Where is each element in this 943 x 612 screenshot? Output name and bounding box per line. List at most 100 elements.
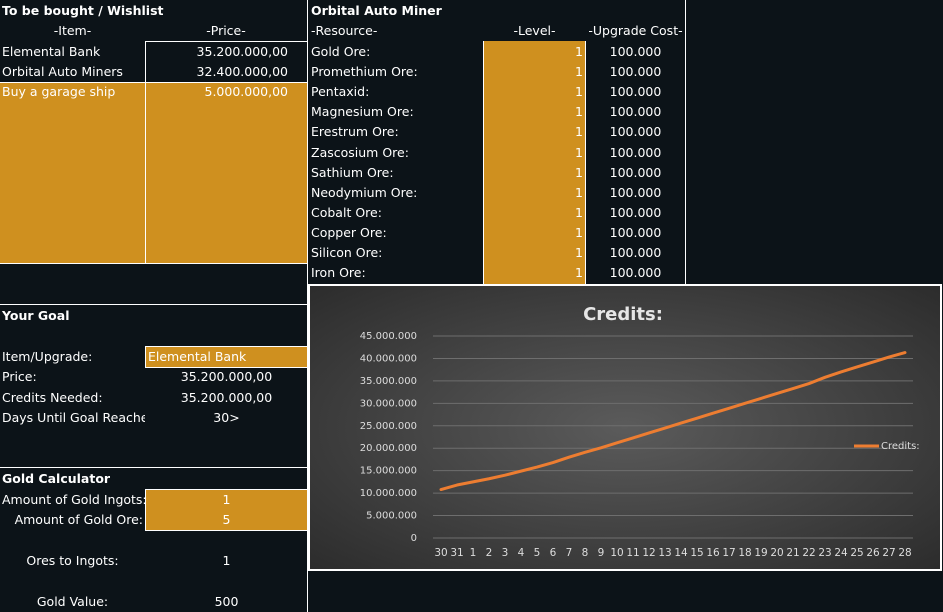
cell-border: [145, 489, 146, 530]
goal-label: Price:: [2, 369, 37, 385]
cell-border: [585, 41, 586, 284]
x-tick-label: 1: [470, 547, 477, 559]
item-price: 5.000.000,00: [204, 84, 289, 99]
x-tick-label: 5: [534, 547, 541, 559]
resource-name: Promethium Ore:: [311, 64, 418, 80]
column-header: -Item-: [53, 23, 92, 38]
cell-border: [0, 304, 307, 305]
resource-name: Magnesium Ore:: [311, 104, 414, 120]
x-tick-label: 14: [674, 547, 688, 559]
y-tick-label: 45.000.000: [360, 331, 417, 342]
goal-label: Credits Needed:: [2, 389, 103, 405]
resource-name: Sathium Ore:: [311, 164, 394, 180]
x-tick-label: 28: [898, 547, 911, 559]
gold-label: Ores to Ingots:: [26, 553, 119, 568]
y-tick-label: 5.000.000: [366, 511, 417, 522]
column-header: -Resource-: [311, 23, 378, 38]
goal-value: 35.200.000,00: [180, 389, 273, 405]
x-tick-label: 21: [786, 547, 799, 559]
goal-label: Item/Upgrade:: [2, 349, 93, 364]
cell-border: [0, 82, 307, 83]
x-tick-label: 25: [850, 547, 863, 559]
gold-value: 1: [222, 492, 231, 507]
resource-level: 1: [575, 84, 583, 100]
item-price: 35.200.000,00: [196, 44, 288, 59]
section-title: Your Goal: [2, 308, 70, 323]
x-tick-label: 26: [866, 547, 880, 559]
chart-frame: Credits: 0 5.000.000 10.000.000 15.000.000 20…: [308, 284, 942, 571]
resource-level: 1: [575, 164, 583, 180]
column-header: -Price-: [206, 23, 246, 38]
cell-border: [145, 530, 307, 531]
x-tick-label: 16: [706, 547, 720, 559]
gold-label: Amount of Gold Ore:: [14, 512, 143, 527]
section-title: To be bought / Wishlist: [2, 3, 164, 18]
x-tick-label: 12: [642, 547, 655, 559]
resource-level: 1: [575, 184, 583, 200]
resource-name: Zascosium Ore:: [311, 144, 409, 160]
resource-level: 1: [575, 44, 583, 59]
x-tick-label: 10: [610, 547, 623, 559]
gold-value: 500: [214, 594, 239, 609]
x-tick-label: 3: [502, 547, 509, 559]
y-tick-label: 25.000.000: [360, 421, 417, 432]
y-tick-label: 15.000.000: [360, 466, 417, 477]
cell-border: [307, 0, 308, 612]
resource-level: 1: [575, 64, 583, 80]
x-tick-label: 6: [550, 547, 557, 559]
resource-name: Neodymium Ore:: [311, 184, 418, 200]
cell-border: [0, 263, 307, 264]
section-title: Gold Calculator: [2, 471, 111, 486]
y-tick-label: 20.000.000: [360, 443, 417, 454]
resource-level: 1: [575, 265, 583, 281]
resource-level: 1: [575, 245, 583, 260]
resource-cost: 100.000: [609, 144, 662, 160]
x-tick-label: 15: [690, 547, 703, 559]
x-tick-label: 22: [802, 547, 815, 559]
x-tick-label: 11: [626, 547, 639, 559]
resource-cost: 100.000: [609, 64, 662, 80]
resource-cost: 100.000: [609, 164, 662, 180]
cell-fill: [484, 41, 585, 284]
x-tick-label: 8: [582, 547, 589, 559]
cell-border: [145, 41, 146, 263]
x-tick-label: 24: [834, 547, 848, 559]
x-tick-label: 20: [770, 547, 783, 559]
x-tick-label: 7: [566, 547, 573, 559]
resource-level: 1: [575, 144, 583, 160]
column-header: -Level-: [513, 23, 556, 38]
resource-cost: 100.000: [609, 44, 662, 59]
item-name: Buy a garage ship: [2, 84, 116, 99]
line-series: [439, 351, 907, 492]
x-tick-label: 31: [450, 547, 463, 559]
cell-border: [685, 0, 686, 284]
cell-border: [145, 346, 146, 367]
chart: Credits: 0 5.000.000 10.000.000 15.000.000 20…: [360, 304, 920, 559]
resource-cost: 100.000: [609, 184, 662, 200]
cell-border: [145, 367, 307, 368]
x-tick-label: 18: [738, 547, 751, 559]
y-tick-label: 10.000.000: [360, 488, 417, 499]
gold-value: 1: [222, 553, 231, 568]
resource-level: 1: [575, 204, 583, 220]
resource-cost: 100.000: [609, 265, 662, 281]
column-header: -Upgrade Cost-: [588, 23, 683, 38]
cell-border: [145, 346, 307, 347]
item-price: 32.400.000,00: [196, 64, 288, 79]
cell-border: [483, 41, 484, 284]
resource-name: Erestrum Ore:: [311, 124, 399, 140]
section-title: Orbital Auto Miner: [311, 3, 442, 18]
resource-cost: 100.000: [609, 104, 662, 120]
x-tick-label: 27: [882, 547, 895, 559]
resource-name: Silicon Ore:: [311, 245, 383, 260]
resource-cost: 100.000: [609, 224, 662, 240]
y-tick-label: 35.000.000: [360, 376, 417, 387]
resource-name: Copper Ore:: [311, 224, 387, 240]
x-tick-label: 19: [754, 547, 767, 559]
x-tick-label: 4: [518, 547, 525, 559]
x-tick-label: 13: [658, 547, 671, 559]
resource-name: Gold Ore:: [311, 44, 371, 59]
resource-cost: 100.000: [609, 124, 662, 140]
resource-cost: 100.000: [609, 204, 662, 220]
